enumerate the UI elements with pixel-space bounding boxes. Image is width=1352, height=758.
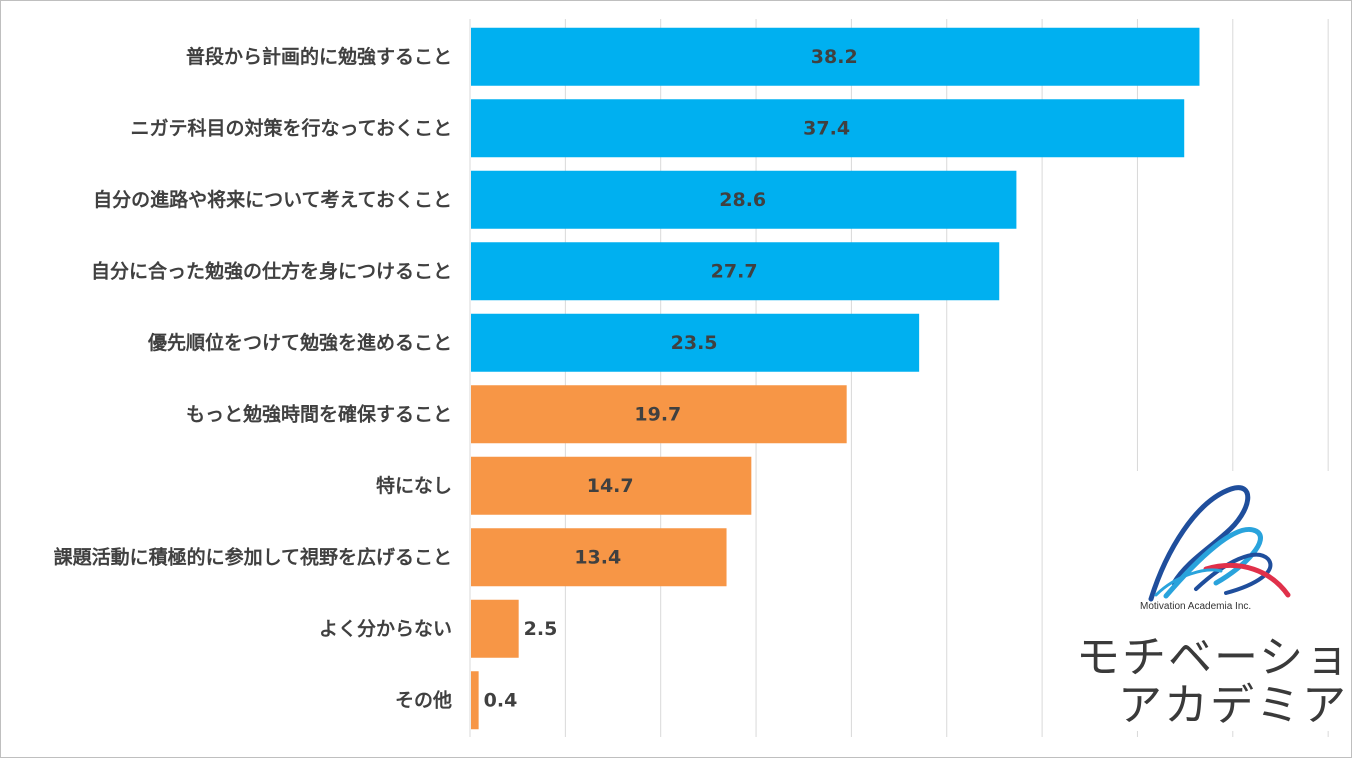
category-label: 自分に合った勉強の仕方を身につけること — [91, 259, 452, 282]
category-label: よく分からない — [319, 618, 452, 640]
category-label: その他 — [395, 688, 452, 711]
value-label: 13.4 — [574, 546, 621, 568]
value-label: 27.7 — [711, 260, 758, 282]
bars — [471, 27, 1200, 730]
bar — [471, 313, 920, 372]
category-label: 優先順位をつけて勉強を進めること — [147, 331, 452, 354]
value-label: 37.4 — [803, 117, 850, 139]
category-label: 特になし — [376, 475, 452, 497]
bar — [471, 242, 1000, 301]
value-label: 2.5 — [524, 618, 558, 640]
category-label: 普段から計画的に勉強すること — [186, 45, 452, 68]
bar — [471, 599, 519, 658]
value-label: 0.4 — [484, 689, 518, 711]
category-label: もっと勉強時間を確保すること — [186, 402, 452, 425]
bar — [471, 385, 847, 444]
value-label: 28.6 — [719, 189, 766, 211]
bar — [471, 456, 752, 515]
logo-swirl-icon — [1148, 485, 1291, 602]
category-label: ニガテ科目の対策を行なっておくこと — [131, 116, 452, 139]
company-logo: Motivation Academia Inc. モチベーション アカデミア — [1056, 471, 1352, 731]
bar — [471, 528, 727, 587]
logo-company-name: Motivation Academia Inc. — [1140, 601, 1252, 612]
category-label: 自分の進路や将来について考えておくこと — [93, 188, 452, 211]
logo-text-line2: アカデミア — [1118, 680, 1348, 731]
value-labels: 38.2 37.4 28.6 27.7 23.5 19.7 14.7 13.4 2.5 0.4 — [484, 46, 858, 712]
value-label: 23.5 — [671, 332, 718, 354]
category-labels: 普段から計画的に勉強することニガテ科目の対策を行なっておくこと自分の進路や将来に… — [54, 45, 452, 712]
logo-text-line1: モチベーション — [1076, 632, 1352, 683]
bar — [471, 99, 1185, 158]
value-label: 14.7 — [587, 475, 634, 497]
value-label: 38.2 — [811, 46, 858, 68]
value-label: 19.7 — [634, 403, 681, 425]
bar — [471, 671, 479, 730]
bar — [471, 170, 1017, 229]
category-label: 課題活動に積極的に参加して視野を広げること — [54, 545, 452, 568]
bar — [471, 27, 1200, 86]
